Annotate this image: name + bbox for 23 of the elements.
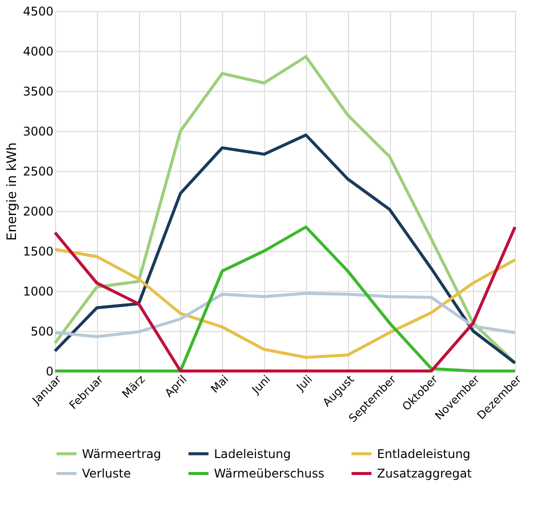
- legend-label: Zusatzaggregat: [377, 466, 472, 480]
- y-tick-label: 4500: [22, 4, 54, 18]
- line-series: [54, 248, 516, 359]
- y-tick-label: 4000: [22, 44, 54, 58]
- line-series: [54, 134, 516, 364]
- y-axis-title: Energie in kWh: [4, 142, 20, 241]
- line-series: [54, 292, 516, 338]
- legend-label: Entladeleistung: [377, 446, 470, 461]
- y-tick-label: 2500: [22, 164, 54, 178]
- legend-label: Wärmeüberschuss: [214, 466, 324, 480]
- y-tick-label: 500: [30, 324, 54, 338]
- legend-label: Wärmeertrag: [82, 446, 162, 461]
- y-tick-label: 1500: [22, 244, 54, 258]
- y-tick-label: 2000: [22, 204, 54, 218]
- legend-label: Verluste: [82, 466, 131, 480]
- x-tick-label: Mai: [208, 372, 232, 396]
- y-tick-label: 1000: [22, 284, 54, 298]
- y-tick-label: 0: [46, 364, 54, 378]
- legend-label: Ladeleistung: [214, 446, 291, 461]
- y-tick-label: 3500: [22, 84, 54, 98]
- line-series: [54, 226, 516, 372]
- y-tick-label: 3000: [22, 124, 54, 138]
- line-series: [54, 55, 516, 364]
